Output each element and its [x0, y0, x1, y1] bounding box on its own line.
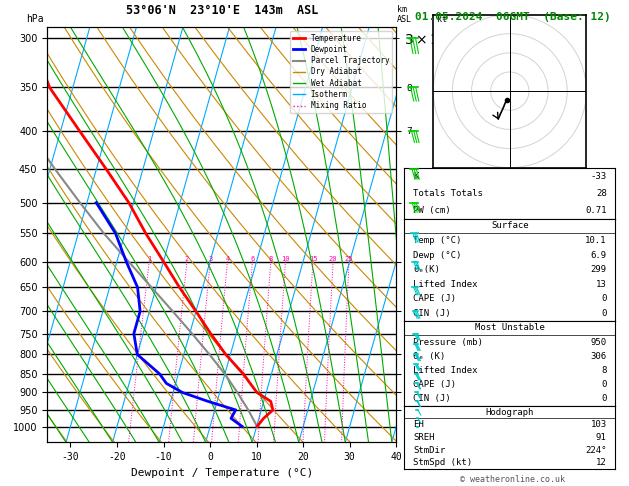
Text: Surface: Surface [491, 222, 528, 230]
Text: 28: 28 [596, 189, 607, 198]
Y-axis label: Mixing Ratio (g/kg): Mixing Ratio (g/kg) [459, 179, 469, 290]
Text: 1: 1 [147, 256, 152, 261]
Text: 0: 0 [601, 380, 607, 389]
Text: Dewp (°C): Dewp (°C) [413, 251, 461, 260]
Text: 4: 4 [225, 256, 230, 261]
Text: 8: 8 [269, 256, 273, 261]
Text: 0.71: 0.71 [585, 206, 607, 215]
Text: 0: 0 [601, 309, 607, 318]
X-axis label: Dewpoint / Temperature (°C): Dewpoint / Temperature (°C) [131, 468, 313, 478]
Text: CIN (J): CIN (J) [413, 309, 450, 318]
Legend: Temperature, Dewpoint, Parcel Trajectory, Dry Adiabat, Wet Adiabat, Isotherm, Mi: Temperature, Dewpoint, Parcel Trajectory… [290, 31, 392, 113]
Text: Most Unstable: Most Unstable [475, 323, 545, 332]
Text: 91: 91 [596, 433, 607, 442]
Text: K: K [413, 172, 418, 181]
Text: -33: -33 [591, 172, 607, 181]
Text: EH: EH [413, 420, 423, 429]
Text: 20: 20 [329, 256, 337, 261]
Text: 6: 6 [250, 256, 255, 261]
Text: 10.1: 10.1 [585, 236, 607, 245]
Text: 25: 25 [345, 256, 353, 261]
Text: θₑ (K): θₑ (K) [413, 352, 445, 361]
Text: Temp (°C): Temp (°C) [413, 236, 461, 245]
Text: PW (cm): PW (cm) [413, 206, 450, 215]
Text: 53°06'N  23°10'E  143m  ASL: 53°06'N 23°10'E 143m ASL [126, 4, 318, 17]
Text: 10: 10 [281, 256, 290, 261]
Text: 6.9: 6.9 [591, 251, 607, 260]
Text: CIN (J): CIN (J) [413, 394, 450, 403]
Text: 103: 103 [591, 420, 607, 429]
Text: StmDir: StmDir [413, 446, 445, 454]
Text: 299: 299 [591, 265, 607, 274]
Text: Lifted Index: Lifted Index [413, 280, 477, 289]
Text: 0: 0 [601, 295, 607, 303]
Text: 2: 2 [185, 256, 189, 261]
Text: kt: kt [437, 15, 447, 24]
Text: CAPE (J): CAPE (J) [413, 380, 456, 389]
Text: CAPE (J): CAPE (J) [413, 295, 456, 303]
Text: 950: 950 [591, 337, 607, 347]
Text: θₑ(K): θₑ(K) [413, 265, 440, 274]
Text: 3: 3 [208, 256, 213, 261]
Text: Hodograph: Hodograph [486, 408, 534, 417]
Text: 13: 13 [596, 280, 607, 289]
Text: 0: 0 [601, 394, 607, 403]
Text: © weatheronline.co.uk: © weatheronline.co.uk [460, 474, 565, 484]
Text: km
ASL: km ASL [397, 5, 412, 24]
Text: SREH: SREH [413, 433, 435, 442]
Text: Totals Totals: Totals Totals [413, 189, 482, 198]
Text: 8: 8 [601, 366, 607, 375]
Text: hPa: hPa [26, 14, 44, 24]
Text: 12: 12 [596, 458, 607, 467]
Text: 01.05.2024  06GMT  (Base: 12): 01.05.2024 06GMT (Base: 12) [415, 12, 611, 22]
Text: StmSpd (kt): StmSpd (kt) [413, 458, 472, 467]
Text: Lifted Index: Lifted Index [413, 366, 477, 375]
Text: 224°: 224° [585, 446, 607, 454]
Text: 15: 15 [309, 256, 317, 261]
Text: Pressure (mb): Pressure (mb) [413, 337, 482, 347]
Text: 306: 306 [591, 352, 607, 361]
